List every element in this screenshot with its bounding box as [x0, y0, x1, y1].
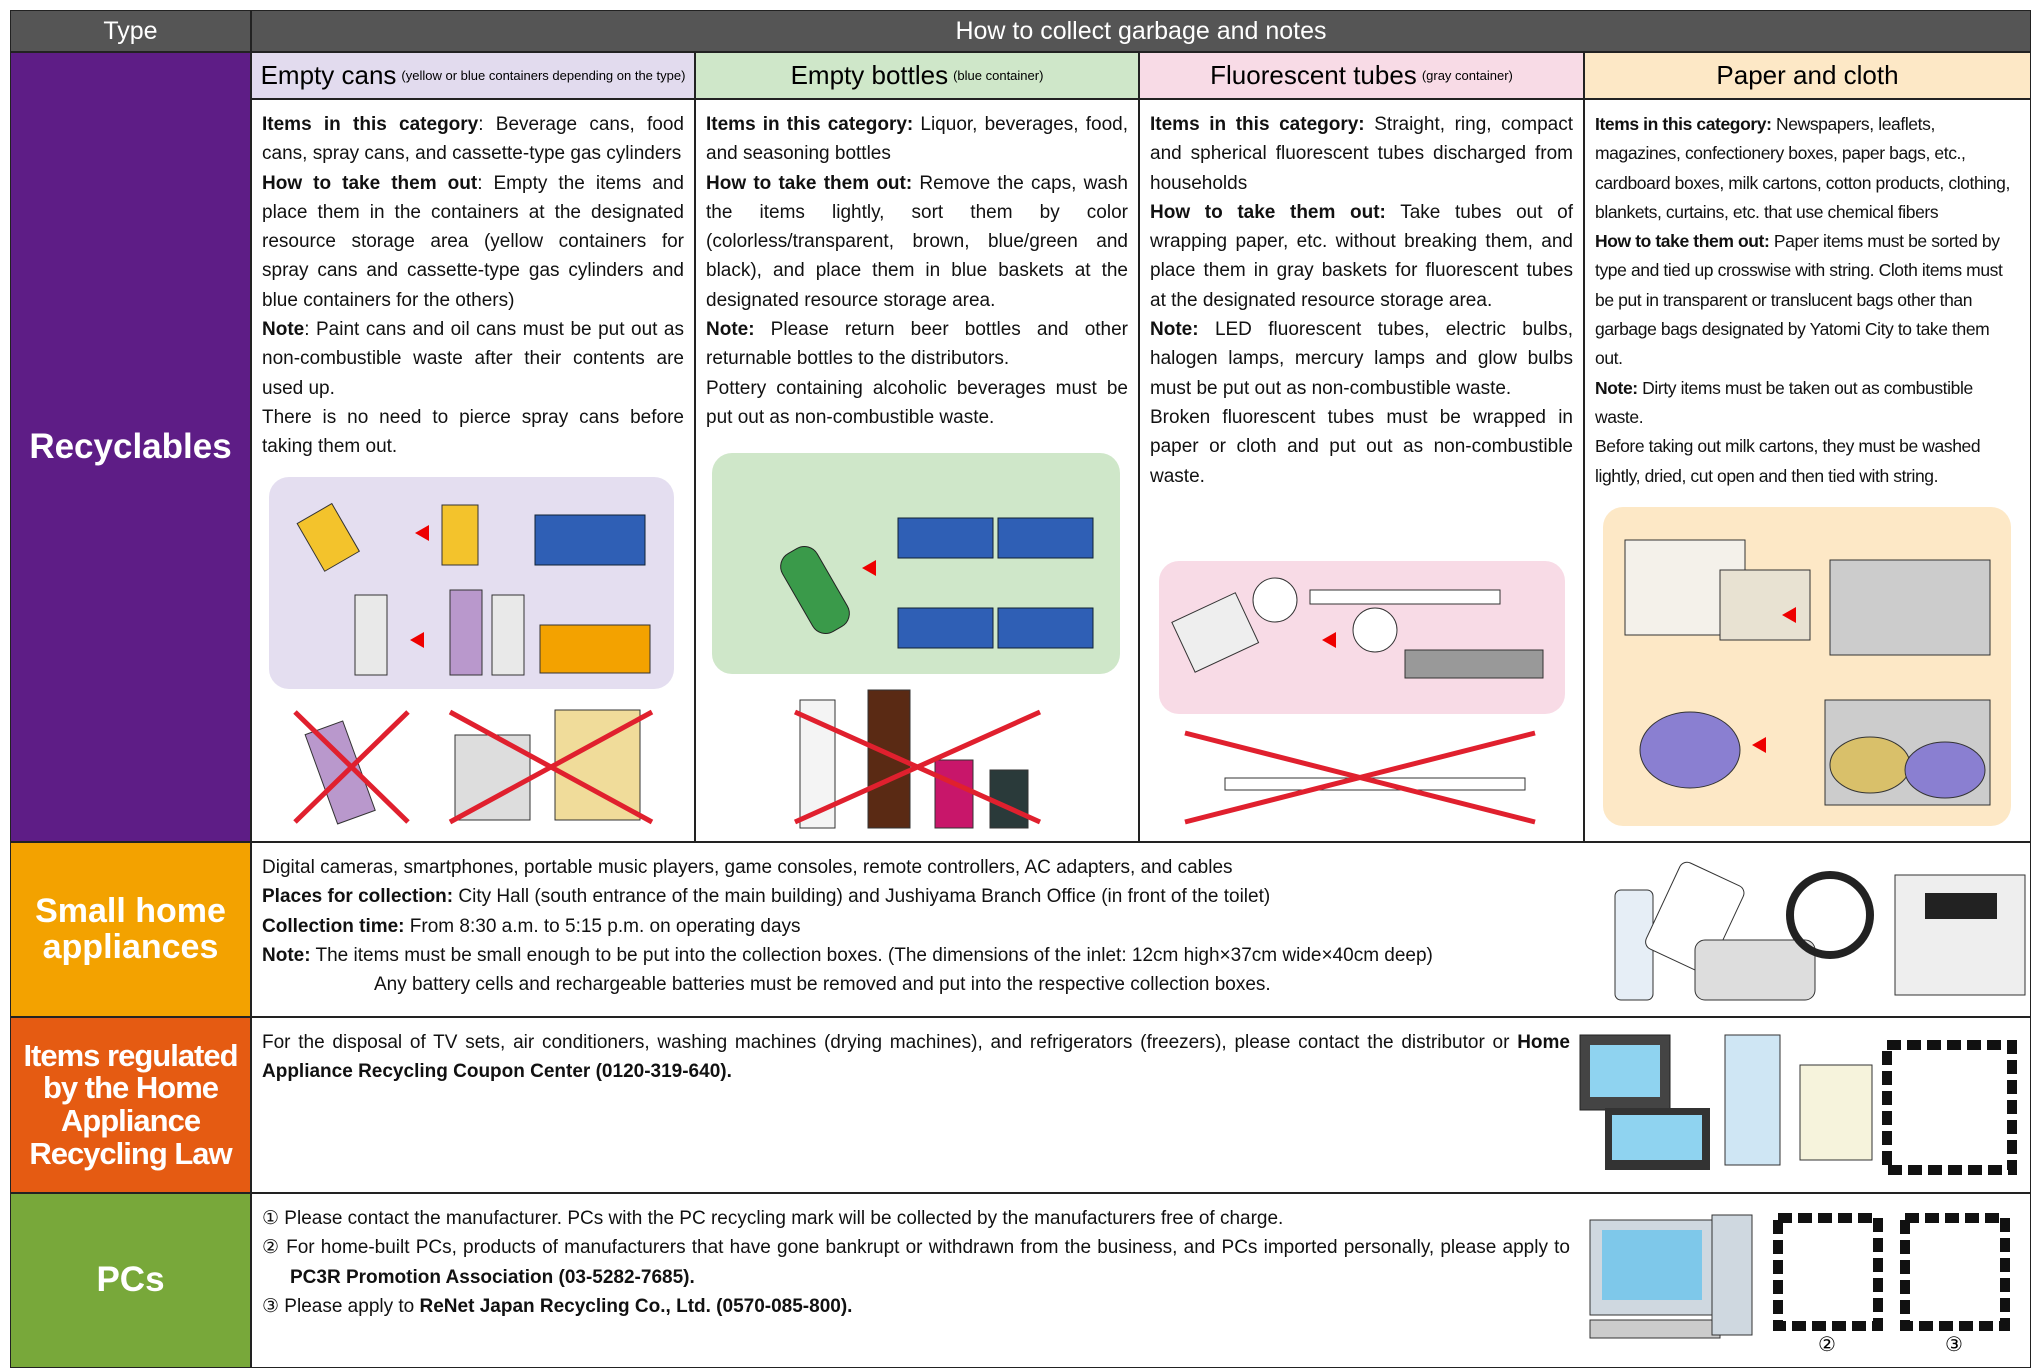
bold-text: Home Appliance Recycling Coupon Center (…	[262, 1032, 1570, 1083]
bold-text: Note:	[706, 319, 755, 341]
paragraph: Broken fluorescent tubes must be wrapped…	[1150, 403, 1573, 491]
column-title: Empty bottles	[790, 60, 949, 90]
row-body: Digital cameras, smartphones, portable m…	[251, 842, 2031, 1017]
paragraph: Before taking out milk cartons, they mus…	[1595, 432, 2020, 491]
bold-text: Note:	[1595, 377, 1638, 398]
row-body: ① Please contact the manufacturer. PCs w…	[251, 1193, 2031, 1368]
column-header: Empty cans (yellow or blue containers dep…	[251, 52, 695, 99]
text: Straight, ring, compact and spherical fl…	[1150, 114, 1573, 194]
text: : Paint cans and oil cans must be put ou…	[262, 319, 684, 399]
bold-text: Places for collection:	[262, 886, 454, 908]
bold-text: PC3R Promotion Association (03-5282-7685…	[290, 1266, 695, 1288]
paragraph: ③ Please apply to ReNet Japan Recycling …	[262, 1292, 1570, 1321]
text: : Empty the items and place them in the …	[262, 172, 684, 311]
text: ③ Please apply to	[262, 1295, 420, 1317]
type-header: Type	[10, 10, 251, 52]
bold-text: Items in this category:	[706, 114, 914, 135]
paragraph: How to take them out: Empty the items an…	[262, 169, 684, 315]
bold-text: Items in this category:	[1150, 114, 1365, 135]
column-body: Items in this category: Liquor, beverage…	[695, 99, 1139, 842]
bold-text: Note:	[262, 944, 311, 966]
bold-text: Note	[262, 319, 305, 341]
paragraph: Any battery cells and rechargeable batte…	[262, 970, 1610, 999]
column-note: (yellow or blue containers depending on …	[401, 68, 686, 83]
qr-label: ②	[1818, 1334, 1836, 1356]
column-title: Empty cans	[260, 60, 397, 90]
column-header: Empty bottles (blue container)	[695, 52, 1139, 99]
column-note: (blue container)	[953, 68, 1044, 83]
text: Broken fluorescent tubes must be wrapped…	[1150, 406, 1573, 487]
column-body: Items in this category: Straight, ring, …	[1139, 99, 1584, 842]
paragraph: For the disposal of TV sets, air conditi…	[262, 1028, 1570, 1087]
bold-text: How to take them out:	[706, 172, 913, 194]
paragraph: Items in this category: Liquor, beverage…	[706, 110, 1128, 169]
text: There is no need to pierce spray cans be…	[262, 406, 684, 458]
text: For the disposal of TV sets, air conditi…	[262, 1032, 1518, 1053]
paragraph: There is no need to pierce spray cans be…	[262, 403, 684, 462]
text: : Beverage cans, food cans, spray cans, …	[262, 114, 684, 165]
row-label: Recyclables	[10, 52, 251, 842]
row-label: PCs	[10, 1193, 251, 1368]
text: Please return beer bottles and other ret…	[706, 319, 1128, 370]
paragraph: How to take them out: Remove the caps, w…	[706, 169, 1128, 315]
paragraph: ① Please contact the manufacturer. PCs w…	[262, 1204, 1570, 1233]
bold-text: Items in this category:	[1595, 114, 1772, 134]
text: LED fluorescent tubes, electric bulbs, h…	[1150, 319, 1573, 399]
column-body: Items in this category: Beverage cans, f…	[251, 99, 695, 842]
text: Pottery containing alcoholic beverages m…	[706, 377, 1128, 428]
text: Any battery cells and rechargeable batte…	[374, 974, 1271, 996]
column-title: Paper and cloth	[1716, 60, 1899, 90]
row-body: For the disposal of TV sets, air conditi…	[251, 1017, 2031, 1193]
text: Newspapers, leaflets, magazines, confect…	[1595, 114, 2010, 222]
text: Paper items must be sorted by type and t…	[1595, 231, 2003, 369]
text: City Hall (south entrance of the main bu…	[453, 886, 1271, 908]
paragraph: Note: Paint cans and oil cans must be pu…	[262, 315, 684, 403]
paragraph: Items in this category: Straight, ring, …	[1150, 110, 1573, 198]
column-header: Fluorescent tubes (gray container)	[1139, 52, 1584, 99]
bold-text: ReNet Japan Recycling Co., Ltd. (0570-08…	[419, 1295, 853, 1317]
bold-text: Items in this category	[262, 114, 479, 135]
bold-text: How to take them out:	[1150, 201, 1386, 223]
text: Remove the caps, wash the items lightly,…	[706, 172, 1128, 311]
paragraph: Places for collection: City Hall (south …	[262, 882, 1610, 911]
text: The items must be small enough to be put…	[310, 944, 1433, 966]
text: From 8:30 a.m. to 5:15 p.m. on operating…	[404, 915, 801, 937]
paragraph: Collection time: From 8:30 a.m. to 5:15 …	[262, 912, 1610, 941]
text: Liquor, beverages, food, and seasoning b…	[706, 114, 1128, 165]
paragraph: Pottery containing alcoholic beverages m…	[706, 374, 1128, 433]
paragraph: Note: Please return beer bottles and oth…	[706, 315, 1128, 374]
paragraph: Note: LED fluorescent tubes, electric bu…	[1150, 315, 1573, 403]
paragraph: How to take them out: Take tubes out of …	[1150, 198, 1573, 315]
paragraph: How to take them out: Paper items must b…	[1595, 227, 2020, 373]
column-title: Fluorescent tubes	[1210, 60, 1417, 90]
column-header: Paper and cloth	[1584, 52, 2031, 99]
row-label: Items regulated by the Home Appliance Re…	[10, 1017, 251, 1193]
bold-text: Note:	[1150, 319, 1199, 341]
paragraph: Items in this category: Newspapers, leaf…	[1595, 110, 2020, 227]
column-body: Items in this category: Newspapers, leaf…	[1584, 99, 2031, 842]
paragraph: ② For home-built PCs, products of manufa…	[262, 1233, 1570, 1292]
paragraph: Digital cameras, smartphones, portable m…	[262, 853, 1610, 882]
how-header: How to collect garbage and notes	[251, 10, 2031, 52]
bold-text: How to take them out:	[1595, 231, 1770, 252]
paragraph: Items in this category: Beverage cans, f…	[262, 110, 684, 169]
bold-text: Collection time:	[262, 915, 405, 937]
text: ① Please contact the manufacturer. PCs w…	[262, 1208, 1284, 1229]
paragraph: Note: The items must be small enough to …	[262, 941, 1610, 970]
qr-label: ③	[1945, 1334, 1963, 1356]
text: Digital cameras, smartphones, portable m…	[262, 857, 1233, 878]
paragraph: Note: Dirty items must be taken out as c…	[1595, 374, 2020, 433]
row-label: Small home appliances	[10, 842, 251, 1017]
text: ② For home-built PCs, products of manufa…	[262, 1237, 1570, 1259]
text: Dirty items must be taken out as combust…	[1595, 377, 1973, 427]
text: Before taking out milk cartons, they mus…	[1595, 436, 1981, 486]
bold-text: How to take them out	[262, 172, 478, 194]
text: Take tubes out of wrapping paper, etc. w…	[1150, 201, 1573, 311]
column-note: (gray container)	[1421, 68, 1513, 83]
